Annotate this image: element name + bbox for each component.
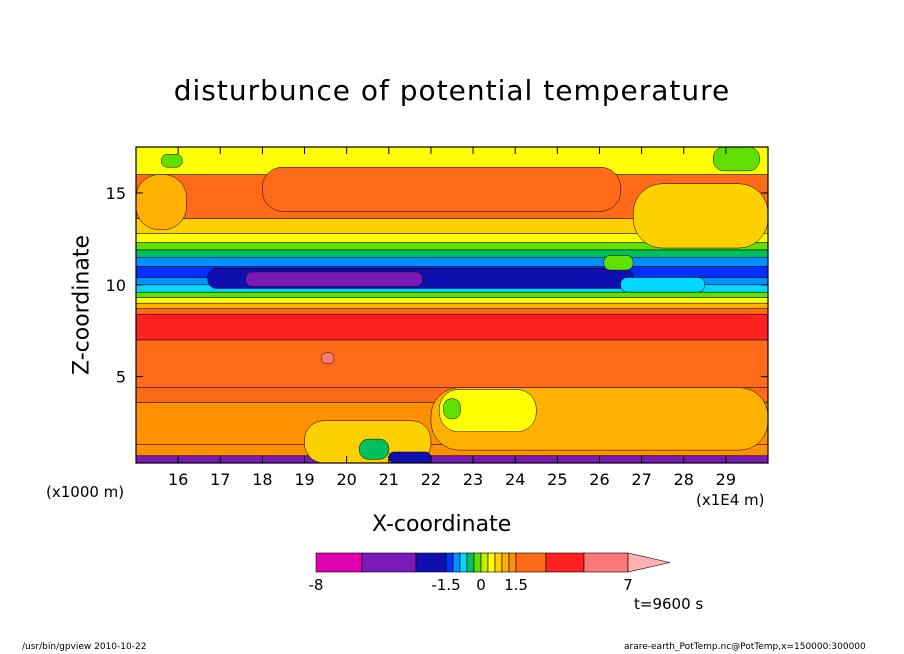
colorbar-bin [459,552,468,573]
contour-band-13 [136,256,768,267]
plot-frame [135,146,769,464]
colorbar-bin [466,552,475,573]
colorbar-overflow [627,552,671,573]
colorbar-label: -8 [309,576,324,594]
y-unit-label: (x1000 m) [46,483,125,501]
x-tick-label: 23 [463,470,483,489]
colorbar-bin [515,552,547,573]
colorbar-label: 7 [623,576,633,594]
colorbar-bin [445,552,454,573]
y-tick-label: 5 [116,368,126,387]
colorbar-bin [361,552,417,573]
contour-region-8 [712,147,760,172]
x-tick-label: 26 [589,470,609,489]
contour-region-13 [359,438,390,460]
contour-region-14 [388,451,432,463]
y-tick-label: 10 [106,276,126,295]
y-tick-label: 15 [106,184,126,203]
contour-region-7 [161,154,183,168]
colorbar-bin [415,552,447,573]
x-unit-label: (x1E4 m) [696,491,765,509]
colorbar-bin [508,552,517,573]
colorbar-bin [487,552,496,573]
chart-title: disturbunce of potential temperature [173,74,731,107]
contour-band-7 [136,302,768,309]
x-tick-label: 24 [505,470,525,489]
contour-region-3 [262,166,621,212]
colorbar-bin [501,552,510,573]
colorbar: -8 -1.5 0 1.5 7 [309,552,671,594]
contour-region-11 [443,398,461,420]
contour-band-0 [136,455,768,463]
plot-fill [136,147,768,463]
x-tick-label: 17 [210,470,230,489]
x-tick-label: 21 [379,470,399,489]
contour-region-10 [439,389,537,433]
contour-band-6 [136,308,768,315]
contour-band-9 [136,291,768,298]
contour-region-6 [603,255,634,271]
contour-band-8 [136,297,768,304]
contour-region-1 [245,271,423,287]
contour-region-5 [632,183,768,249]
x-tick-label: 27 [631,470,651,489]
x-tick-label: 18 [252,470,272,489]
colorbar-bin [494,552,503,573]
x-tick-label: 28 [674,470,694,489]
colorbar-bin [473,552,482,573]
contour-band-4 [136,339,768,388]
x-axis-label: X-coordinate [372,512,512,537]
x-ticks: 16 17 18 19 20 21 22 23 24 25 26 27 28 29 [168,147,736,489]
colorbar-label: 0 [476,576,486,594]
time-label: t=9600 s [634,595,704,613]
contour-band-14 [136,249,768,258]
contour-region-2 [620,277,706,293]
contour-region-15 [321,352,335,365]
colorbar-label: 1.5 [504,576,528,594]
x-tick-label: 22 [421,470,441,489]
x-tick-label: 19 [294,470,314,489]
y-ticks: 5 10 15 [106,184,768,387]
contour-band-5 [136,313,768,341]
x-tick-label: 20 [336,470,356,489]
colorbar-bin [583,552,629,573]
x-tick-label: 16 [168,470,188,489]
colorbar-bin [545,552,585,573]
colorbar-bin [315,552,363,573]
colorbar-label: -1.5 [431,576,460,594]
x-tick-label: 29 [716,470,736,489]
colorbar-bin [480,552,489,573]
x-tick-label: 25 [547,470,567,489]
footer-left: /usr/bin/gpview 2010-10-22 [22,642,147,652]
colorbar-bin [452,552,461,573]
contour-region-4 [136,174,187,230]
footer-right: arare-earth_PotTemp.nc@PotTemp,x=150000:… [624,642,866,652]
